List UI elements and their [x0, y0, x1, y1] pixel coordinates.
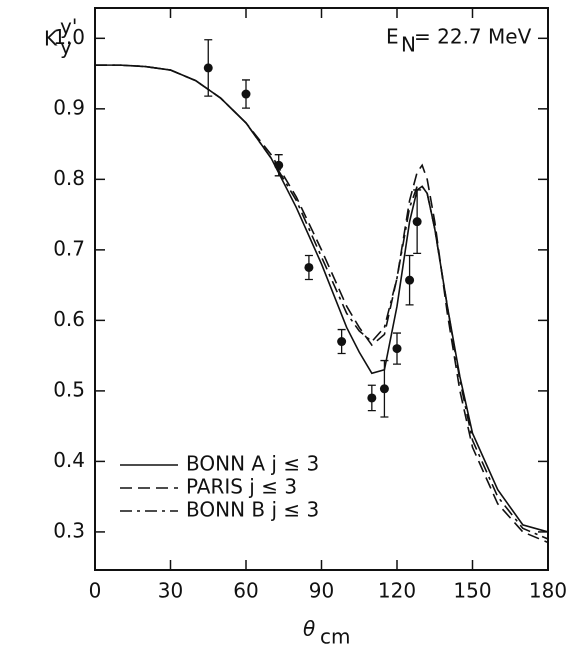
legend-label: BONN B j ≤ 3 [186, 498, 319, 522]
data-point [367, 393, 377, 403]
x-tick-label: 90 [309, 579, 334, 603]
annotation-text: E [386, 25, 399, 49]
y-label-sup: y' [60, 15, 77, 39]
data-point [241, 89, 251, 99]
data-point [274, 160, 284, 170]
data-point [379, 384, 389, 394]
y-tick-label: 0.7 [53, 236, 85, 260]
data-point [203, 63, 213, 73]
y-tick-label: 0.3 [53, 518, 85, 542]
legend-label: PARIS j ≤ 3 [186, 475, 297, 499]
data-point [304, 262, 314, 272]
y-tick-label: 0.9 [53, 95, 85, 119]
data-point [405, 275, 415, 285]
y-tick-label: 0.6 [53, 307, 85, 331]
annotation-sub: N [401, 33, 416, 57]
y-label: K [44, 27, 58, 51]
y-tick-label: 1.0 [53, 25, 85, 49]
y-label-sub: y [60, 35, 72, 59]
y-tick-label: 0.5 [53, 377, 85, 401]
curve [95, 64, 549, 544]
x-label: θ [303, 617, 315, 641]
annotation: E N = 22.7 MeV [386, 25, 532, 57]
x-tick-label: 60 [233, 579, 258, 603]
plot-frame [94, 7, 549, 571]
y-tick-label: 0.4 [53, 448, 85, 472]
legend-label: BONN A j ≤ 3 [186, 452, 319, 476]
x-label-sub: cm [320, 625, 350, 649]
annotation-rest: = 22.7 MeV [414, 25, 532, 49]
x-tick-label: 0 [89, 579, 102, 603]
x-tick-label: 180 [529, 579, 567, 603]
x-tick-label: 30 [158, 579, 183, 603]
curve [95, 64, 549, 540]
x-tick-label: 120 [378, 579, 416, 603]
data-point [337, 337, 347, 347]
data-point [412, 217, 422, 227]
y-tick-label: 0.8 [53, 166, 85, 190]
data-point [392, 344, 402, 354]
x-tick-label: 150 [453, 579, 491, 603]
curve [95, 64, 549, 533]
